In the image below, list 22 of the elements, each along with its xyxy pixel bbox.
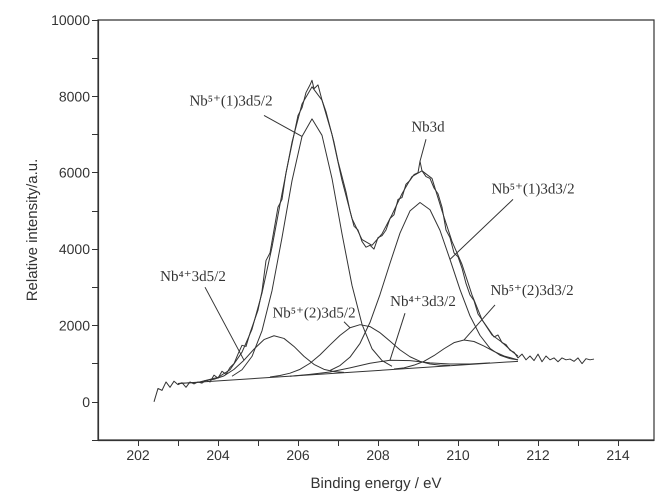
text: Nb⁴⁺3d3/2 [390, 294, 456, 310]
x-axis-title: Binding energy / eV [310, 475, 442, 492]
series-label: Nb3d [411, 119, 446, 136]
x-tick-label: 212 [526, 447, 550, 463]
y-tick-label: 4000 [58, 241, 90, 258]
text: Nb⁴⁺3d5/2 [160, 269, 226, 286]
x-tick-label: 204 [206, 447, 230, 463]
text: Nb⁵⁺(1)3d5/2 [189, 93, 273, 110]
x-tick-label: 214 [606, 447, 630, 463]
y-tick-label: 6000 [58, 164, 90, 181]
y-tick-label: 2000 [58, 317, 90, 334]
text: Nb⁵⁺(2)3d3/2 [490, 282, 574, 299]
y-axis-title: Relative intensity/a.u. [24, 158, 41, 302]
x-tick-label: 208 [366, 447, 390, 463]
x-tick-label: 202 [126, 447, 150, 463]
x-tick-label: 210 [446, 447, 470, 463]
x-tick-label: 206 [286, 447, 310, 463]
y-tick-label: 10000 [51, 12, 90, 28]
series-label: Nb⁵⁺(2)3d5/2 [272, 306, 356, 322]
y-tick-label: 0 [82, 394, 90, 410]
text: Nb⁵⁺(1)3d3/2 [491, 181, 575, 198]
y-tick-label: 8000 [58, 88, 90, 104]
